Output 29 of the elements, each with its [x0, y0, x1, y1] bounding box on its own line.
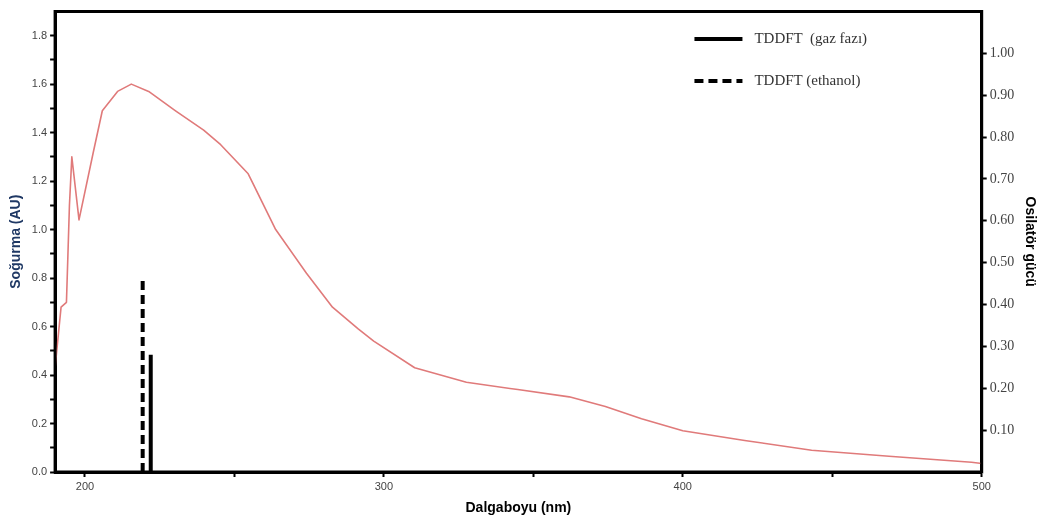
y-tick-label: 1.8: [31, 28, 48, 41]
y2-tick-label: 0.80: [989, 128, 1015, 144]
y-tick-label: 1.6: [31, 77, 48, 90]
y-tick-label: 1.0: [31, 222, 48, 235]
y2-tick-label: 0.30: [989, 338, 1015, 354]
y-axis-title: Soğurma (AU): [7, 194, 24, 289]
x-axis-title: Dalgaboyu (nm): [465, 499, 572, 516]
x-tick-label: 200: [75, 479, 95, 492]
y-tick-label: 1.2: [31, 174, 48, 187]
legend-label: TDDFT (gaz fazı): [754, 29, 868, 47]
y2-tick-label: 0.20: [989, 379, 1015, 395]
y2-tick-label: 1.00: [989, 44, 1015, 60]
legend-label: TDDFT (ethanol): [754, 71, 861, 89]
x-tick-label: 300: [374, 479, 394, 492]
y2-axis-title: Osilatör gücü: [1022, 196, 1039, 287]
x-tick-label: 500: [972, 479, 991, 492]
x-tick-label: 400: [673, 479, 692, 492]
y-tick-label: 1.4: [31, 125, 48, 138]
y-tick-label: 0.0: [31, 465, 48, 478]
y-tick-label: 0.8: [31, 271, 48, 284]
y-tick-label: 0.4: [31, 368, 48, 381]
y2-tick-label: 0.90: [989, 86, 1015, 102]
y2-tick-label: 0.50: [989, 254, 1015, 270]
y2-tick-label: 0.60: [989, 212, 1015, 228]
y-tick-label: 0.2: [31, 416, 48, 429]
y2-tick-label: 0.70: [989, 170, 1015, 186]
y2-tick-label: 0.40: [989, 296, 1015, 312]
y-tick-label: 0.6: [31, 319, 48, 332]
y2-tick-label: 0.10: [989, 421, 1015, 437]
